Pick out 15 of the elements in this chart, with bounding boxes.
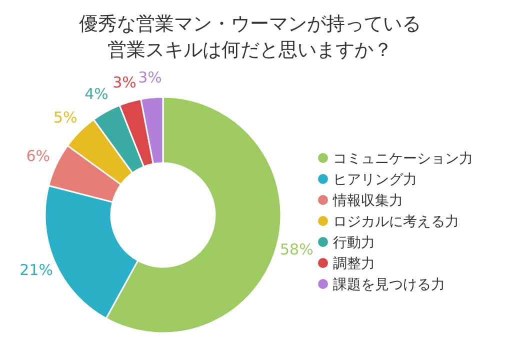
legend-label: コミュニケーション力 — [333, 151, 473, 167]
legend-label: 課題を見つける力 — [333, 277, 445, 293]
legend-label: 行動力 — [333, 235, 375, 251]
data-label: 5% — [54, 108, 78, 126]
data-label: 21% — [20, 260, 54, 279]
data-label: 4% — [84, 85, 108, 104]
data-label: 58% — [280, 240, 314, 258]
data-label: 3% — [112, 73, 136, 92]
legend-label: 調整力 — [333, 256, 375, 272]
data-label: 3% — [138, 68, 162, 87]
data-label: 6% — [26, 147, 50, 166]
legend-label: ヒアリング力 — [333, 172, 417, 188]
legend-label: ロジカルに考える力 — [333, 214, 459, 230]
legend-label: 情報収集力 — [332, 193, 403, 209]
title: 優秀な営業マン・ウーマンが持っている営業スキルは何だと思いますか？ — [79, 13, 421, 61]
